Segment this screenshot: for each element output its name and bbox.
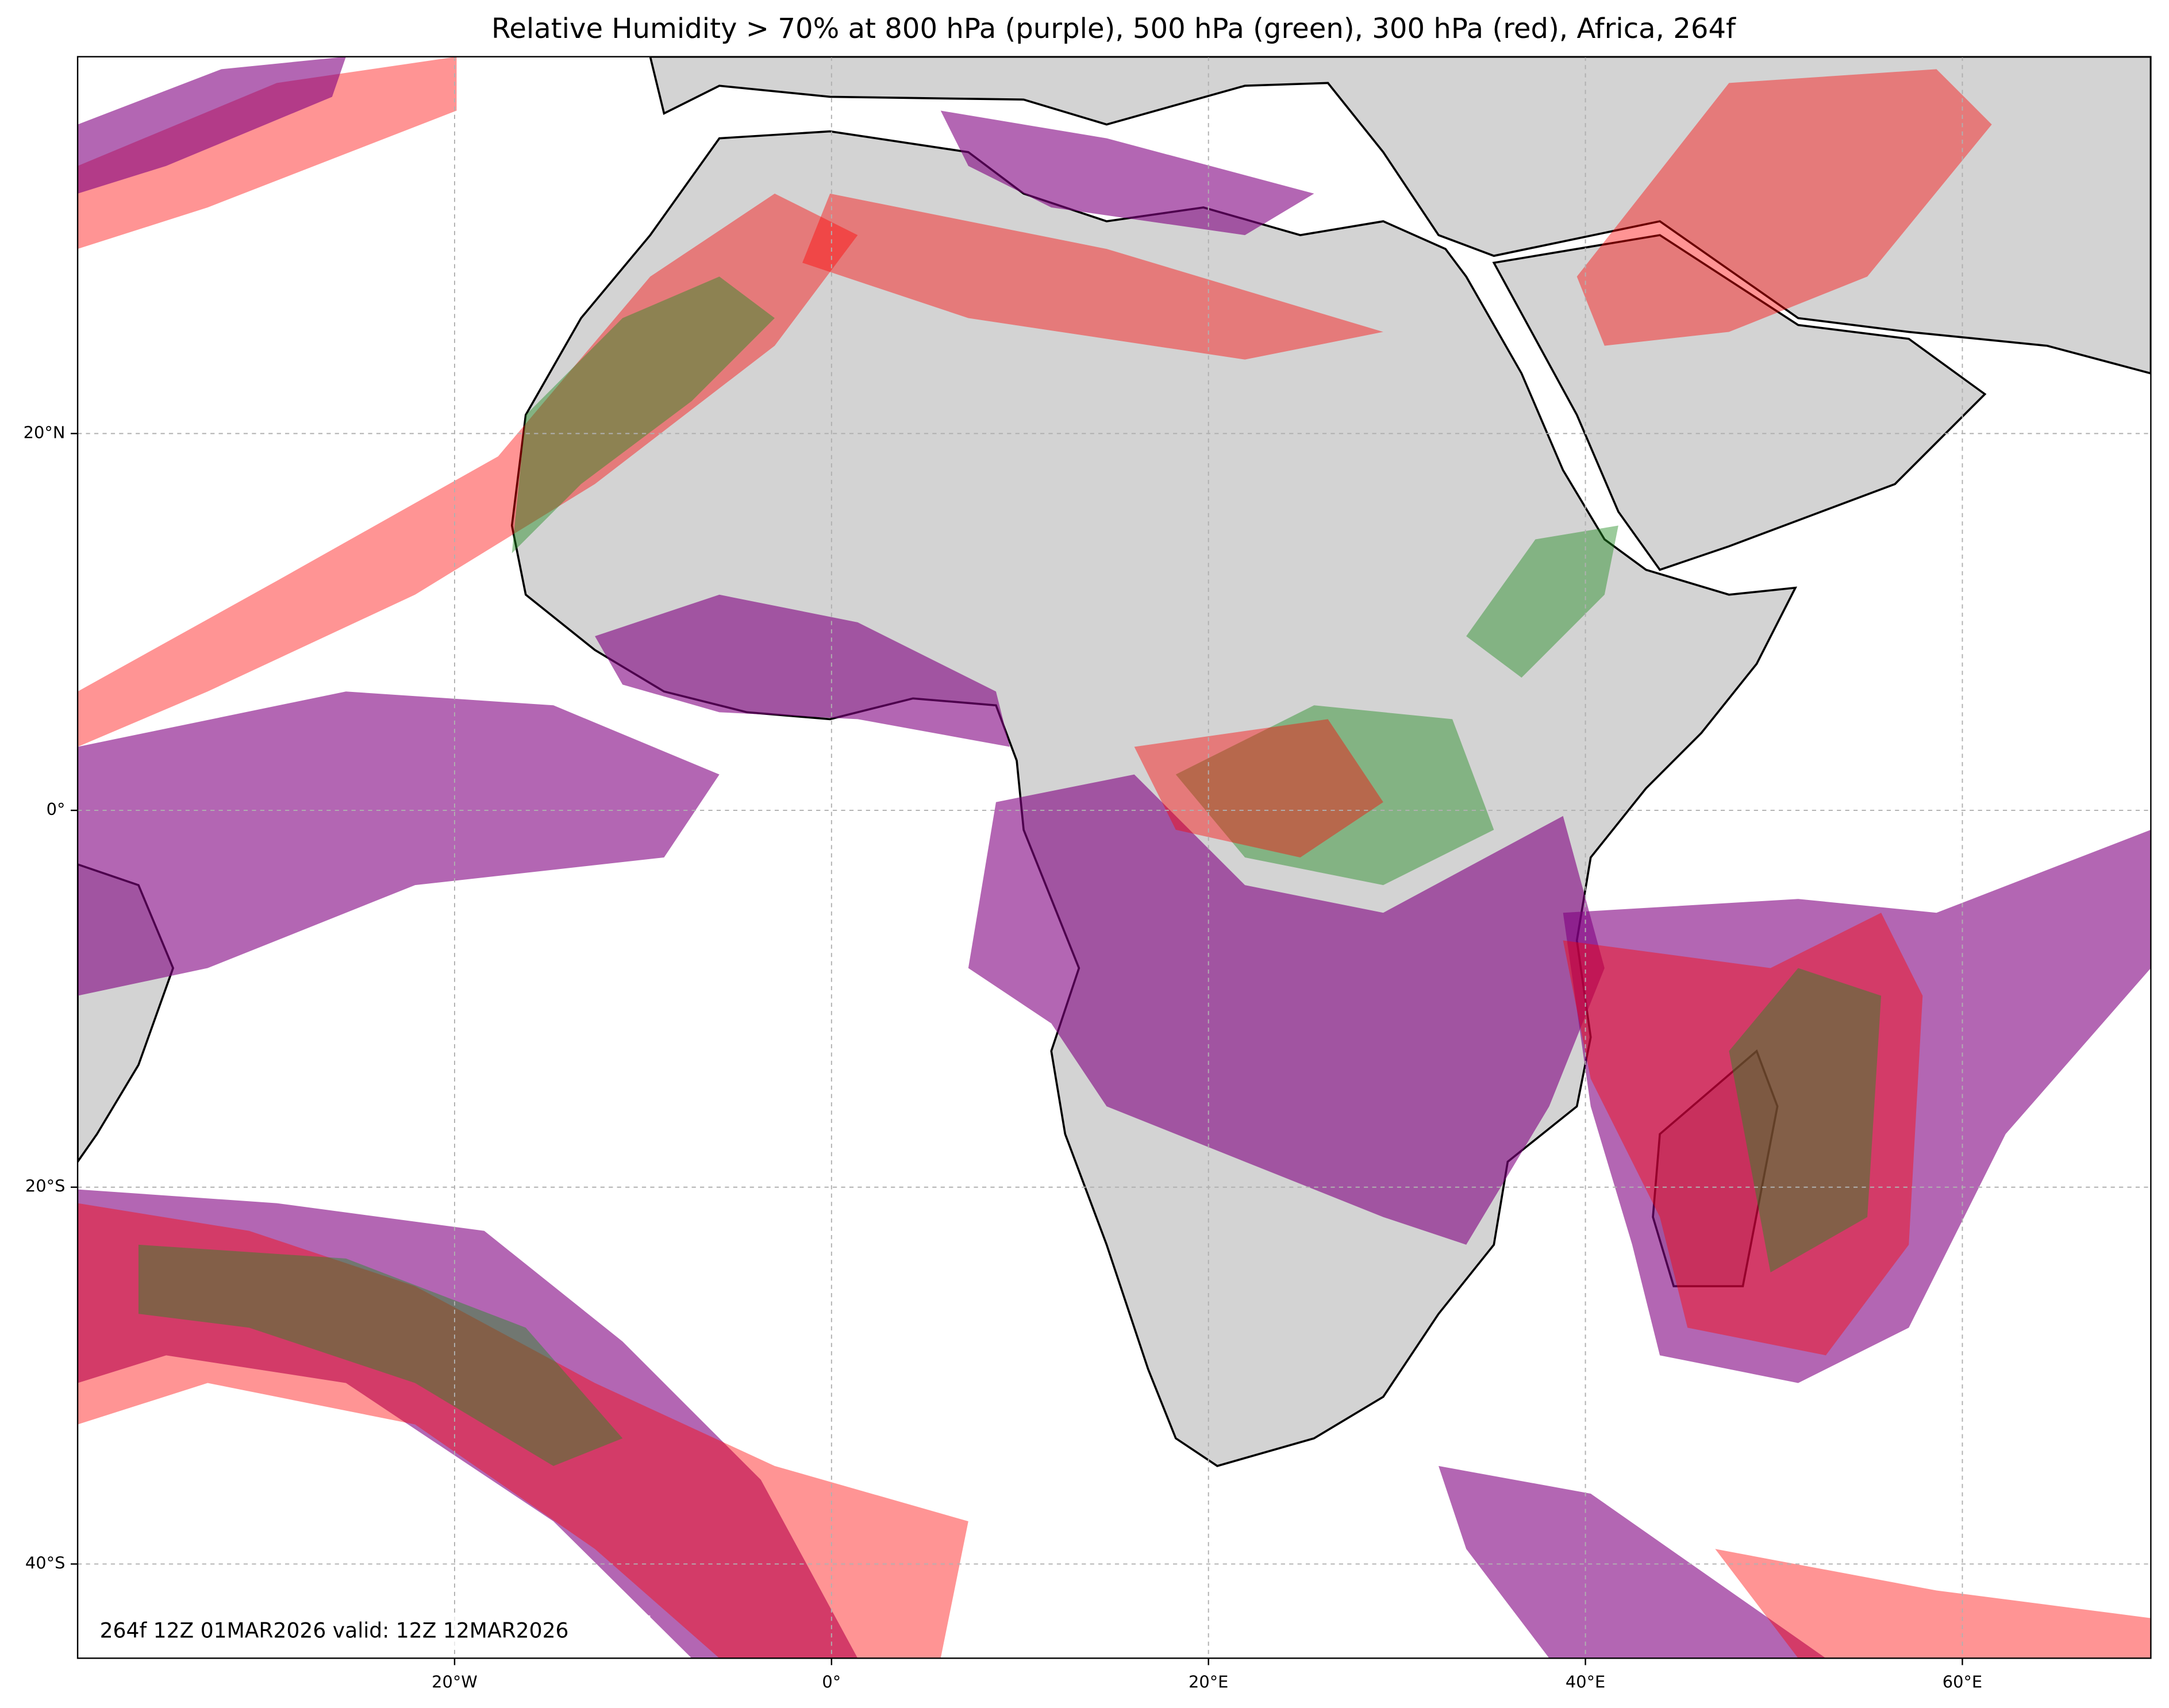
humidity-800hpa bbox=[1439, 1465, 1826, 1659]
humidity-800hpa bbox=[78, 691, 720, 996]
humidity-800hpa bbox=[595, 594, 1010, 747]
humidity-300hpa bbox=[78, 56, 457, 249]
humidity-300hpa bbox=[1563, 913, 1923, 1356]
humidity-800hpa bbox=[78, 1189, 858, 1659]
humidity-300hpa bbox=[78, 1203, 968, 1659]
humidity-800hpa bbox=[78, 56, 346, 194]
humidity-500hpa bbox=[512, 276, 775, 553]
annotation: 264f 12Z 01MAR2026 valid: 12Z 12MAR2026 bbox=[100, 1619, 569, 1643]
humidity-500hpa bbox=[138, 1244, 623, 1466]
humidity-300hpa bbox=[1715, 1549, 2151, 1659]
humidity-300hpa bbox=[1576, 69, 1992, 346]
grid bbox=[78, 56, 2151, 1659]
map-area: 20°W 0° 20°E 40°E 60°E 20°N 0° 20°S 40°S bbox=[24, 56, 2152, 1692]
y-tick-label: 20°N bbox=[24, 422, 66, 442]
humidity-500hpa bbox=[1729, 968, 1882, 1272]
humidity-800hpa bbox=[940, 110, 1314, 236]
map-layers bbox=[78, 56, 2151, 1659]
x-tick-label: 0° bbox=[822, 1672, 841, 1692]
humidity-500hpa bbox=[1466, 525, 1618, 678]
europe-asia bbox=[649, 56, 2151, 375]
ticks: 20°W 0° 20°E 40°E 60°E 20°N 0° 20°S 40°S bbox=[24, 422, 1982, 1691]
humidity-500hpa bbox=[1175, 705, 1494, 886]
y-tick-label: 40°S bbox=[25, 1553, 65, 1572]
annotation-box bbox=[86, 1615, 651, 1649]
y-tick-label: 0° bbox=[47, 799, 66, 819]
y-tick-label: 20°S bbox=[25, 1176, 65, 1196]
humidity-800hpa bbox=[968, 774, 1605, 1245]
humidity-300hpa bbox=[802, 193, 1383, 360]
title: Relative Humidity > 70% at 800 hPa (purp… bbox=[491, 13, 1736, 45]
x-tick-label: 60°E bbox=[1943, 1672, 1982, 1692]
x-tick-label: 20°E bbox=[1189, 1672, 1228, 1692]
x-tick-label: 20°W bbox=[432, 1672, 478, 1692]
humidity-800hpa bbox=[1563, 829, 2151, 1383]
humidity-300hpa bbox=[78, 193, 858, 747]
arabia bbox=[1492, 234, 1987, 571]
x-tick-label: 40°E bbox=[1566, 1672, 1605, 1692]
map-frame bbox=[76, 56, 2152, 1659]
humidity-300hpa bbox=[1134, 719, 1383, 858]
